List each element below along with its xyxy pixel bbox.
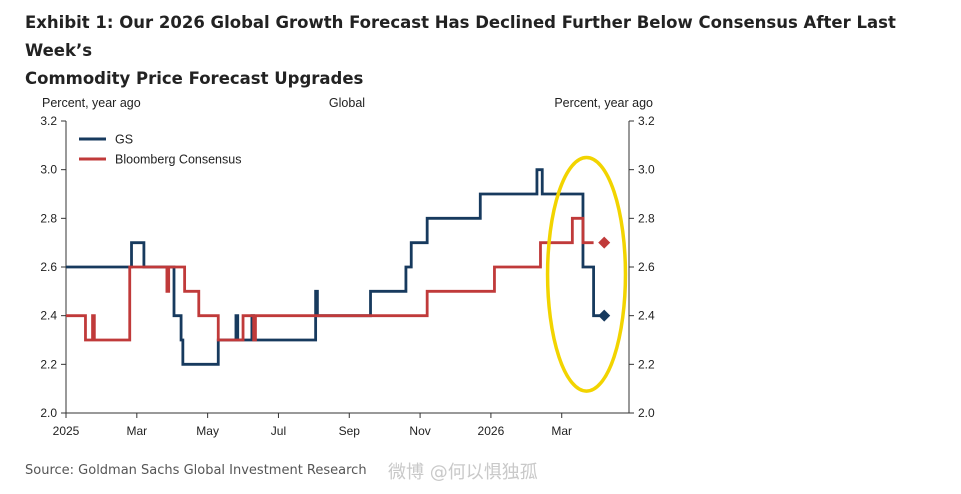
x-tick-label: 2025 (53, 424, 80, 438)
y-tick-label-right: 2.6 (638, 260, 655, 274)
y-tick-label-right: 2.4 (638, 309, 655, 323)
exhibit-title: Exhibit 1: Our 2026 Global Growth Foreca… (25, 9, 945, 93)
y-tick-label-left: 3.0 (40, 163, 57, 177)
source-note: Source: Goldman Sachs Global Investment … (25, 463, 367, 478)
forecast-marker-bloomberg-consensus (598, 236, 611, 249)
y-tick-label-left: 2.4 (40, 309, 57, 323)
chart-title: Global (329, 96, 365, 110)
forecast-marker-gs (598, 309, 611, 322)
y-tick-label-left: 3.2 (40, 114, 57, 128)
y-axis-label-right: Percent, year ago (554, 96, 653, 110)
y-tick-label-right: 3.0 (638, 163, 655, 177)
y-axis-label-left: Percent, year ago (42, 96, 141, 110)
x-tick-label: 2026 (478, 424, 505, 438)
x-tick-label: Nov (409, 424, 430, 438)
chart-series (66, 155, 628, 393)
title-line-1: Exhibit 1: Our 2026 Global Growth Foreca… (25, 13, 896, 60)
highlight-ellipse (545, 155, 628, 393)
x-tick-label: Sep (339, 424, 361, 438)
x-tick-label: Mar (126, 424, 147, 438)
x-tick-label: Mar (551, 424, 572, 438)
chart-axes: 2.0 2.0 2.2 2.2 2.4 2.4 2.6 2.6 2.8 2.8 3.0 3.0 3.2 3… (40, 114, 655, 438)
y-tick-label-left: 2.6 (40, 260, 57, 274)
legend-label-bloomberg-consensus: Bloomberg Consensus (115, 153, 241, 167)
y-tick-label-left: 2.2 (40, 357, 57, 371)
y-tick-label-right: 3.2 (638, 114, 655, 128)
watermark: 微博 @何以惧独孤 (388, 462, 538, 483)
y-tick-label-right: 2.2 (638, 357, 655, 371)
series-line-gs (66, 168, 605, 366)
y-tick-label-right: 2.0 (638, 406, 655, 420)
x-tick-label: May (196, 424, 219, 438)
title-line-2: Commodity Price Forecast Upgrades (25, 69, 364, 88)
y-tick-label-left: 2.0 (40, 406, 57, 420)
series-line-bloomberg-consensus (66, 216, 594, 342)
y-tick-label-left: 2.8 (40, 211, 57, 225)
chart-legend: GS Bloomberg Consensus (79, 133, 241, 167)
legend-label-gs: GS (115, 133, 133, 147)
y-tick-label-right: 2.8 (638, 211, 655, 225)
x-tick-label: Jul (271, 424, 286, 438)
